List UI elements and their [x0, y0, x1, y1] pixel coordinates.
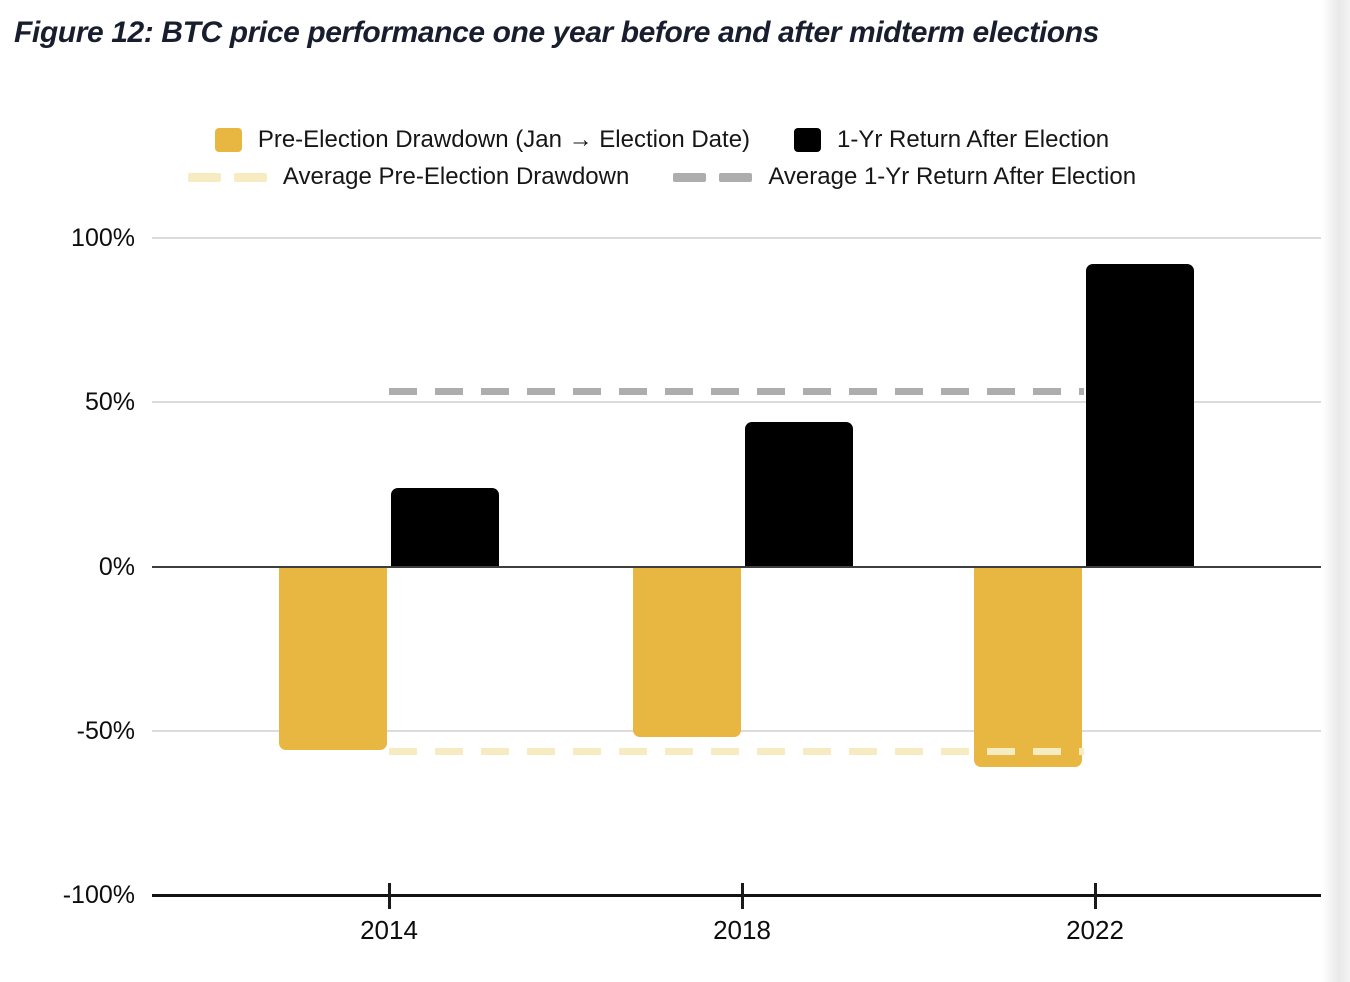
chart-legend: Pre-Election Drawdown (Jan → Election Da…: [0, 126, 1324, 191]
bar-return-2022: [1086, 264, 1194, 567]
y-axis-label: -100%: [62, 881, 135, 909]
legend-item-one-year-return: 1-Yr Return After Election: [794, 126, 1109, 154]
bar-drawdown-2014: [279, 567, 387, 751]
legend-item-pre-election-drawdown: Pre-Election Drawdown (Jan → Election Da…: [214, 126, 751, 154]
average-line-drawdown: [389, 747, 1084, 755]
x-axis-tick-2022: [1093, 883, 1097, 909]
legend-swatch-one-year-return: [794, 128, 822, 152]
dash-mark: [719, 172, 753, 182]
x-axis-label-2018: 2018: [713, 915, 771, 945]
figure-title: Figure 12: BTC price performance one yea…: [14, 16, 1099, 49]
y-axis-label: -50%: [76, 716, 135, 745]
x-axis-label-2022: 2022: [1066, 915, 1124, 945]
legend-label-average-return: Average 1-Yr Return After Election: [768, 163, 1137, 190]
dash-mark: [233, 172, 267, 182]
page-edge-shadow: [1322, 0, 1350, 982]
x-axis-label-2014: 2014: [360, 915, 418, 945]
x-axis-tick-2018: [740, 883, 744, 909]
legend-row-1: Pre-Election Drawdown (Jan → Election Da…: [214, 126, 1109, 154]
y-axis-label: 100%: [71, 224, 135, 252]
legend-label-one-year-return: 1-Yr Return After Election: [837, 126, 1110, 153]
legend-swatch-pre-election-drawdown: [214, 128, 242, 152]
x-axis-tick-2014: [387, 883, 391, 909]
y-axis-label: 0%: [98, 552, 135, 581]
bar-return-2014: [391, 487, 499, 567]
average-line-return: [389, 387, 1084, 395]
gridline-0%: [152, 565, 1321, 568]
chart-area: 2014 2018 2022 100% 50% 0% -50% -100%: [0, 224, 1350, 968]
plot-region: 2014 2018 2022: [152, 237, 1321, 945]
legend-item-average-return: Average 1-Yr Return After Election: [673, 163, 1136, 191]
dash-mark: [187, 172, 221, 182]
gridline--100%: [152, 893, 1321, 897]
legend-label-pre-election-drawdown: Pre-Election Drawdown (Jan → Election Da…: [257, 126, 751, 153]
gridline-100%: [152, 237, 1321, 239]
bar-drawdown-2022: [974, 567, 1082, 767]
legend-item-average-drawdown: Average Pre-Election Drawdown: [187, 163, 630, 191]
gridline-50%: [152, 401, 1321, 404]
dash-mark: [673, 172, 707, 182]
legend-swatch-average-drawdown: [187, 172, 267, 182]
legend-swatch-average-return: [673, 172, 753, 182]
bar-drawdown-2018: [633, 567, 741, 738]
legend-row-2: Average Pre-Election Drawdown Average 1-…: [187, 163, 1136, 191]
bar-return-2018: [745, 421, 853, 567]
legend-label-average-drawdown: Average Pre-Election Drawdown: [282, 163, 630, 190]
y-axis-label: 50%: [84, 388, 135, 417]
